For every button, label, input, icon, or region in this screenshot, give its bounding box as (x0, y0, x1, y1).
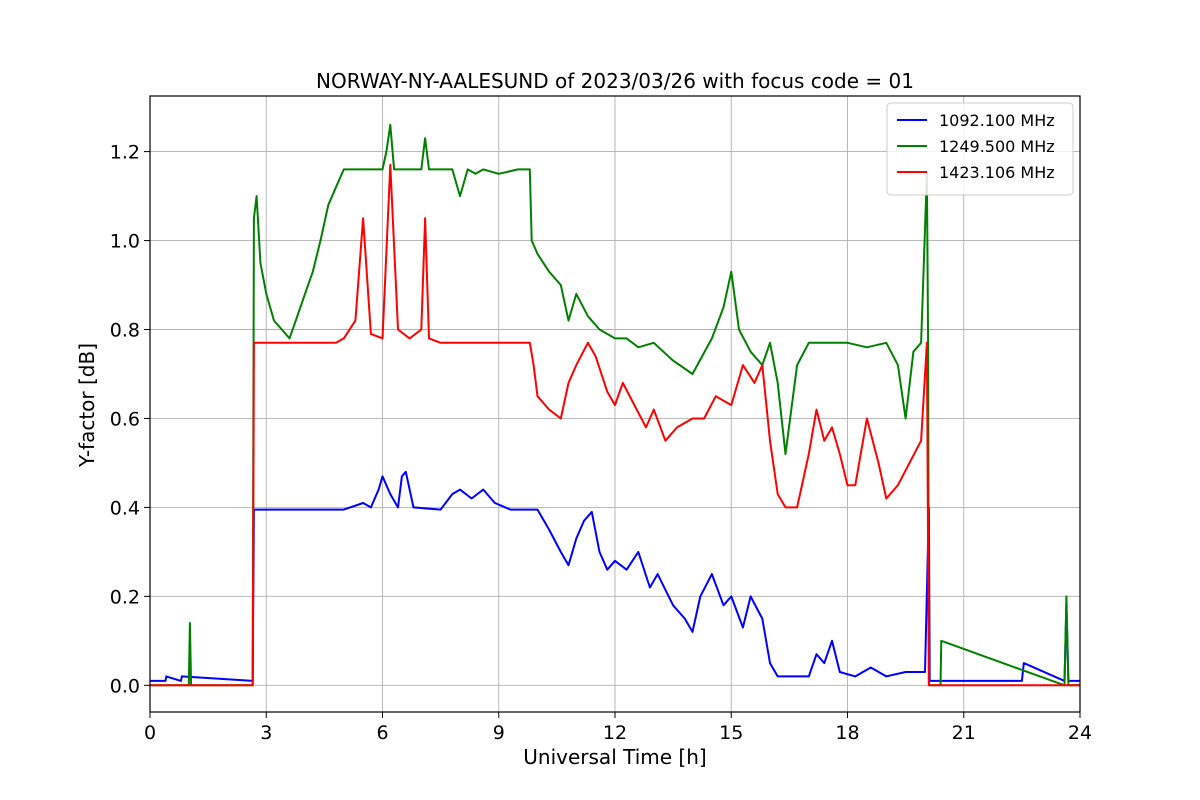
y-tick-label: 0.2 (110, 586, 140, 608)
y-tick-label: 1.2 (110, 142, 140, 164)
x-tick-label: 0 (144, 722, 156, 744)
x-tick-label: 3 (260, 722, 272, 744)
x-tick-label: 12 (603, 722, 627, 744)
series-layer (150, 123, 1080, 687)
series-line-2 (150, 123, 1080, 687)
y-tick-label: 0.4 (110, 497, 140, 519)
x-tick-label: 6 (376, 722, 388, 744)
x-tick-label: 18 (835, 722, 859, 744)
y-axis-title: Y-factor [dB] (75, 343, 99, 468)
y-tick-label: 0.0 (110, 675, 140, 697)
legend-label-3: 1423.106 MHz (939, 163, 1055, 182)
x-tick-label: 15 (719, 722, 743, 744)
series-line-1 (150, 470, 1080, 682)
legend-label-2: 1249.500 MHz (939, 137, 1055, 156)
x-tick-label: 9 (493, 722, 505, 744)
legend-label-1: 1092.100 MHz (939, 111, 1055, 130)
y-tick-label: 0.8 (110, 320, 140, 342)
x-axis-title: Universal Time [h] (523, 745, 706, 769)
y-axis: 0.0 0.2 0.4 0.6 0.8 1.0 1.2 (110, 142, 150, 697)
legend: 1092.100 MHz 1249.500 MHz 1423.106 MHz (886, 102, 1074, 196)
y-tick-label: 0.6 (110, 408, 140, 430)
y-tick-label: 1.0 (110, 231, 140, 253)
chart-title: NORWAY-NY-AALESUND of 2023/03/26 with fo… (316, 69, 914, 93)
x-axis: 0 3 6 9 12 15 18 21 24 (144, 712, 1092, 744)
legend-box (886, 102, 1074, 196)
x-tick-label: 21 (952, 722, 976, 744)
series-line-3 (150, 163, 1080, 687)
x-tick-label: 24 (1068, 722, 1092, 744)
